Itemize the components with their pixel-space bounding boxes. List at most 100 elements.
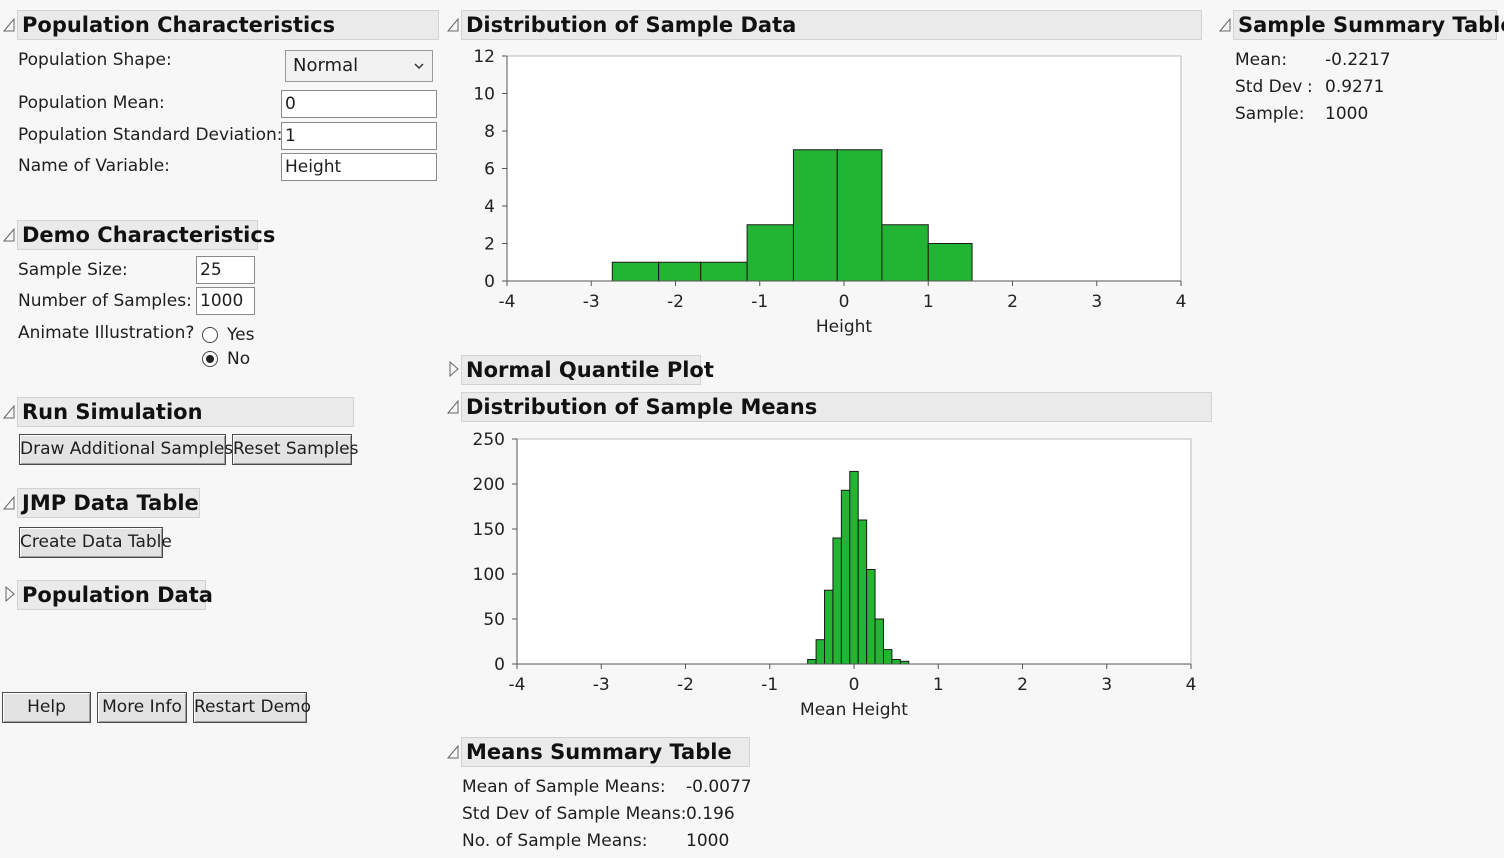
jmp-data-table-header[interactable]: JMP Data Table <box>17 488 200 518</box>
y-tick-label: 12 <box>473 47 495 67</box>
means-summary-table-header[interactable]: Means Summary Table <box>461 737 750 767</box>
animate-no-radio[interactable] <box>202 351 218 367</box>
create-data-table-button[interactable]: Create Data Table <box>19 527 172 558</box>
variable-name-input[interactable]: Height <box>281 153 437 181</box>
y-tick-label: 4 <box>484 197 495 217</box>
x-tick-label: 4 <box>1186 675 1197 695</box>
animate-no-label[interactable]: No <box>227 349 251 369</box>
sample-sd-value: 0.9271 <box>1325 77 1385 97</box>
y-tick-label: 250 <box>473 430 505 450</box>
sample-count-label: Sample: <box>1235 104 1305 124</box>
expand-triangle-icon[interactable] <box>5 586 15 602</box>
histogram-bar <box>882 649 893 665</box>
population-characteristics-header[interactable]: Population Characteristics <box>17 10 439 40</box>
histogram-bar <box>700 261 748 282</box>
y-tick-label: 50 <box>483 610 505 630</box>
histogram-bar <box>891 659 901 665</box>
histogram-bar <box>866 569 876 665</box>
help-button[interactable]: Help <box>2 692 91 723</box>
x-tick-label: 0 <box>839 292 850 312</box>
collapse-triangle-icon[interactable] <box>1219 18 1231 32</box>
population-shape-value: Normal <box>293 55 359 76</box>
y-tick-label: 150 <box>473 520 505 540</box>
normal-quantile-plot-header[interactable]: Normal Quantile Plot <box>461 355 714 385</box>
demo-characteristics-header[interactable]: Demo Characteristics <box>17 220 275 250</box>
sample-size-input[interactable]: 25 <box>196 256 255 284</box>
x-tick-label: -1 <box>761 675 778 695</box>
sample-size-label: Sample Size: <box>18 260 128 280</box>
x-tick-label: 4 <box>1176 292 1187 312</box>
draw-additional-samples-button[interactable]: Draw Additional Samples <box>19 434 233 465</box>
animate-yes-label[interactable]: Yes <box>227 325 255 345</box>
y-tick-label: 0 <box>484 272 495 292</box>
collapse-triangle-icon[interactable] <box>447 745 459 759</box>
histogram-bar <box>836 149 883 282</box>
histogram-bar <box>792 149 838 282</box>
histogram-bar <box>874 618 884 665</box>
collapse-triangle-icon[interactable] <box>3 496 15 510</box>
sample-summary-table-header[interactable]: Sample Summary Table <box>1233 10 1504 40</box>
population-shape-label: Population Shape: <box>18 50 172 70</box>
chevron-down-icon <box>414 63 424 70</box>
expand-triangle-icon[interactable] <box>449 361 459 377</box>
number-of-sample-means-label: No. of Sample Means: <box>462 831 648 851</box>
sd-of-sample-means-value: 0.196 <box>686 804 735 824</box>
x-tick-label: 3 <box>1091 292 1102 312</box>
x-tick-label: 3 <box>1101 675 1112 695</box>
x-tick-label: -4 <box>509 675 526 695</box>
y-tick-label: 100 <box>473 565 505 585</box>
x-tick-label: 2 <box>1007 292 1018 312</box>
population-mean-input[interactable]: 0 <box>281 90 437 118</box>
x-tick-label: 2 <box>1017 675 1028 695</box>
x-tick-label: 1 <box>933 675 944 695</box>
more-info-button[interactable]: More Info <box>97 692 187 723</box>
sample-means-distribution-header[interactable]: Distribution of Sample Means <box>461 392 1212 422</box>
x-tick-label: -3 <box>593 675 610 695</box>
collapse-triangle-icon[interactable] <box>3 18 15 32</box>
population-mean-label: Population Mean: <box>18 93 165 113</box>
x-tick-label: -2 <box>667 292 684 312</box>
y-tick-label: 200 <box>473 475 505 495</box>
histogram-bar <box>857 519 868 665</box>
sample-data-distribution-header[interactable]: Distribution of Sample Data <box>461 10 1202 40</box>
histogram-bar <box>746 224 794 282</box>
collapse-triangle-icon[interactable] <box>3 405 15 419</box>
sample-sd-label: Std Dev <box>1235 77 1303 97</box>
sd-of-sample-means-label: Std Dev of Sample Means: <box>462 804 687 824</box>
histogram-bar <box>824 589 834 665</box>
sample-sd-colon: : <box>1307 77 1313 97</box>
animate-yes-radio[interactable] <box>202 327 218 343</box>
y-tick-label: 6 <box>484 160 495 180</box>
collapse-triangle-icon[interactable] <box>3 228 15 242</box>
mean-of-sample-means-value: -0.0077 <box>686 777 752 797</box>
number-of-samples-label: Number of Samples: <box>18 291 192 311</box>
run-simulation-header[interactable]: Run Simulation <box>17 397 354 427</box>
x-axis-label: Mean Height <box>800 700 908 720</box>
x-tick-label: -3 <box>583 292 600 312</box>
x-tick-label: -4 <box>499 292 516 312</box>
collapse-triangle-icon[interactable] <box>447 400 459 414</box>
x-tick-label: -2 <box>677 675 694 695</box>
histogram-bar <box>832 537 842 665</box>
population-shape-select[interactable]: Normal <box>285 50 433 82</box>
x-tick-label: 1 <box>923 292 934 312</box>
population-data-header[interactable]: Population Data <box>17 580 213 610</box>
variable-name-label: Name of Variable: <box>18 156 170 176</box>
y-tick-label: 2 <box>484 235 495 255</box>
y-tick-label: 0 <box>494 655 505 675</box>
sample-mean-label: Mean: <box>1235 50 1288 70</box>
x-axis-label: Height <box>816 317 873 337</box>
histogram-bar <box>807 659 817 665</box>
population-sd-label: Population Standard Deviation: <box>18 125 283 145</box>
y-tick-label: 10 <box>473 85 495 105</box>
sample-means-histogram: -4 -3 -2 -1 0 1 2 3 4 0 50 100 150 200 250 Mean Height <box>473 430 1197 720</box>
population-sd-input[interactable]: 1 <box>281 122 437 150</box>
animate-label: Animate Illustration? <box>18 323 195 343</box>
collapse-triangle-icon[interactable] <box>447 18 459 32</box>
number-of-samples-input[interactable]: 1000 <box>196 287 255 315</box>
reset-samples-button[interactable]: Reset Samples <box>232 434 359 465</box>
restart-demo-button[interactable]: Restart Demo <box>193 692 311 723</box>
x-tick-label: 0 <box>849 675 860 695</box>
sample-count-value: 1000 <box>1325 104 1369 124</box>
